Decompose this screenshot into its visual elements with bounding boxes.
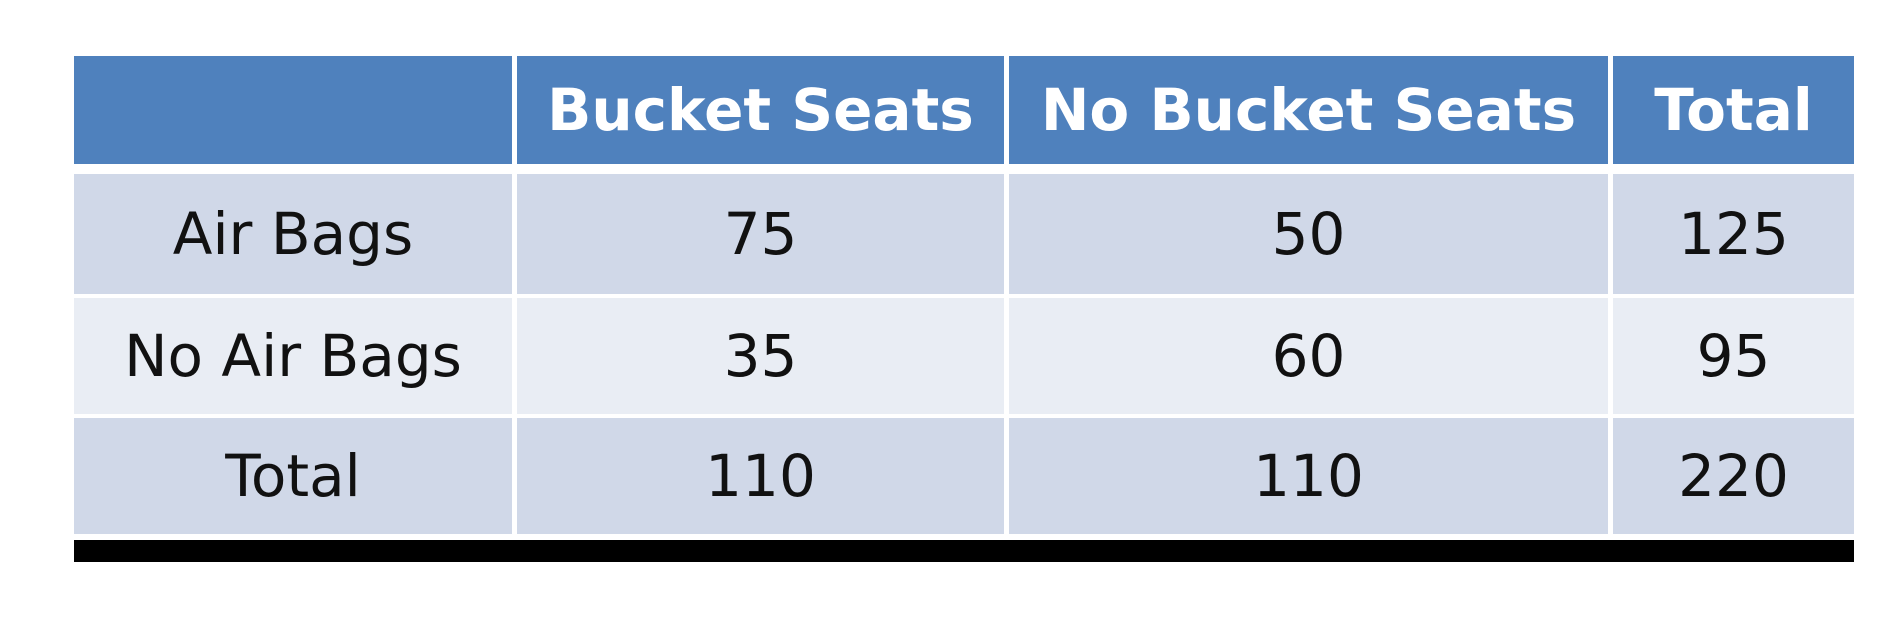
- contingency-table-wrapper: Bucket Seats No Bucket Seats Total Air B…: [74, 56, 1854, 562]
- cell-total-no-bucket-seats: 110: [1004, 414, 1608, 534]
- header-corner-cell: [74, 56, 512, 174]
- cell-air-bags-total: 125: [1608, 174, 1854, 294]
- header-total: Total: [1608, 56, 1854, 174]
- cell-no-air-bags-bucket-seats: 35: [512, 294, 1004, 414]
- header-bucket-seats: Bucket Seats: [512, 56, 1004, 174]
- header-row: Bucket Seats No Bucket Seats Total: [74, 56, 1854, 174]
- contingency-table: Bucket Seats No Bucket Seats Total Air B…: [74, 56, 1854, 534]
- cell-air-bags-bucket-seats: 75: [512, 174, 1004, 294]
- cell-total-bucket-seats: 110: [512, 414, 1004, 534]
- row-label-air-bags: Air Bags: [74, 174, 512, 294]
- table-row-no-air-bags: No Air Bags 35 60 95: [74, 294, 1854, 414]
- row-label-total: Total: [74, 414, 512, 534]
- cell-no-air-bags-total: 95: [1608, 294, 1854, 414]
- table-row-total: Total 110 110 220: [74, 414, 1854, 534]
- cell-grand-total: 220: [1608, 414, 1854, 534]
- table-bottom-rule: [74, 540, 1854, 562]
- cell-no-air-bags-no-bucket-seats: 60: [1004, 294, 1608, 414]
- row-label-no-air-bags: No Air Bags: [74, 294, 512, 414]
- table-row-air-bags: Air Bags 75 50 125: [74, 174, 1854, 294]
- header-no-bucket-seats: No Bucket Seats: [1004, 56, 1608, 174]
- cell-air-bags-no-bucket-seats: 50: [1004, 174, 1608, 294]
